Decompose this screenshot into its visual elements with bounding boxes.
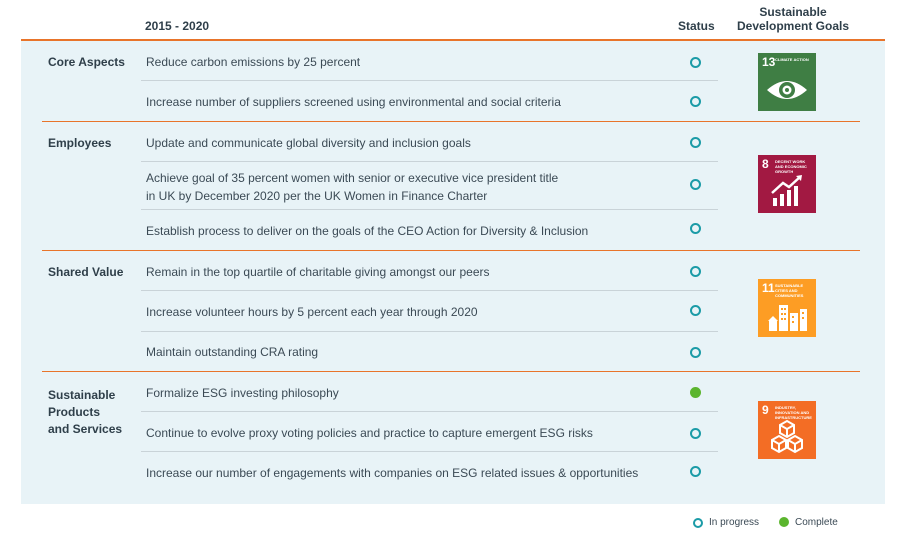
- row-divider: [141, 451, 718, 452]
- category-employees: Employees: [48, 136, 112, 150]
- goal-item: Maintain outstanding CRA rating: [146, 345, 319, 359]
- goal-item: Remain in the top quartile of charitable…: [146, 265, 490, 279]
- eye-globe-icon: [767, 81, 807, 99]
- status-in-progress-icon: [690, 305, 701, 316]
- stacked-cubes-icon: [771, 419, 803, 454]
- category-shared-value: Shared Value: [48, 265, 124, 279]
- goal-item: Formalize ESG investing philosophy: [146, 386, 339, 400]
- goal-item: Reduce carbon emissions by 25 percent: [146, 55, 361, 69]
- row-divider: [141, 80, 718, 81]
- legend-complete-label: Complete: [795, 517, 838, 528]
- status-in-progress-icon: [690, 179, 701, 190]
- status-in-progress-icon: [690, 347, 701, 358]
- goal-item: Establish process to deliver on the goal…: [146, 224, 589, 238]
- legend-in-progress-label: In progress: [709, 517, 760, 528]
- column-header-status: Status: [678, 19, 715, 33]
- row-divider: [141, 411, 718, 412]
- column-header-period: 2015 - 2020: [145, 19, 210, 33]
- goal-item: Update and communicate global diversity …: [146, 136, 471, 150]
- goal-item: Achieve goal of 35 percent women with se…: [146, 171, 559, 203]
- goal-item: Increase volunteer hours by 5 percent ea…: [146, 305, 478, 319]
- status-in-progress-icon: [690, 428, 701, 439]
- status-in-progress-icon: [690, 266, 701, 277]
- row-divider: [141, 331, 718, 332]
- section-divider: [42, 250, 860, 251]
- goal-item: Increase our number of engagements with …: [146, 466, 639, 480]
- growth-chart-icon: [771, 175, 802, 206]
- goals-table-panel: [21, 41, 885, 504]
- sdg-9-industry-innovation-badge: 9 Industry, Innovation and Infrastructur…: [758, 401, 816, 459]
- header-divider: [21, 39, 885, 41]
- column-header-sdg: Sustainable Development Goals: [730, 5, 856, 33]
- status-complete-icon: [690, 387, 701, 398]
- goal-item: Increase number of suppliers screened us…: [146, 95, 561, 109]
- category-sustainable-products: Sustainable Products and Services: [48, 388, 123, 436]
- sdg-13-climate-action-badge: 13 Climate Action: [758, 53, 816, 111]
- status-in-progress-icon: [690, 57, 701, 68]
- status-in-progress-icon: [690, 96, 701, 107]
- category-core-aspects: Core Aspects: [48, 55, 125, 69]
- status-in-progress-icon: [690, 466, 701, 477]
- legend-in-progress-icon: [693, 518, 703, 528]
- status-in-progress-icon: [690, 223, 701, 234]
- city-buildings-icon: [768, 305, 807, 331]
- sdg-header-line1: Sustainable: [759, 5, 827, 19]
- goal-item: Continue to evolve proxy voting policies…: [146, 426, 593, 440]
- legend-complete-icon: [779, 517, 789, 527]
- sdg-8-decent-work-badge: 8 Decent Work and Economic Growth: [758, 155, 816, 213]
- section-divider: [42, 121, 860, 122]
- row-divider: [141, 209, 718, 210]
- sdg-header-line2: Development Goals: [736, 19, 850, 33]
- row-divider: [141, 161, 718, 162]
- section-divider: [42, 371, 860, 372]
- sdg-11-sustainable-cities-badge: 11 Sustainable Cities and Communities: [758, 279, 816, 337]
- row-divider: [141, 290, 718, 291]
- status-in-progress-icon: [690, 137, 701, 148]
